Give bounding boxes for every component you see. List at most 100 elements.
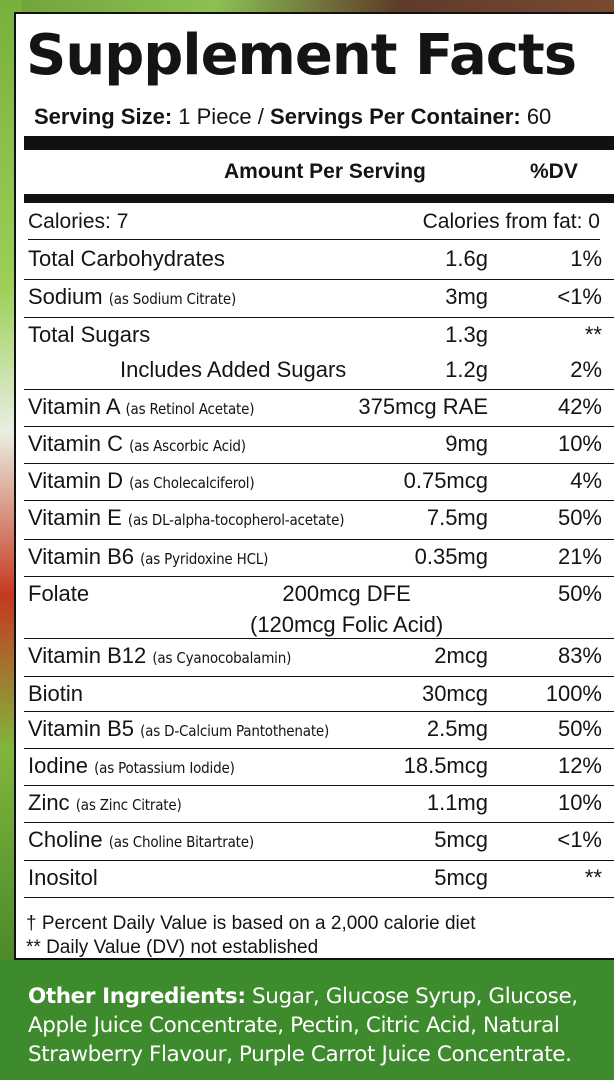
- nutrient-name: Total Sugars: [28, 318, 150, 352]
- nutrient-amount: 0.35mg: [415, 540, 488, 574]
- nutrient-label: Vitamin B12: [28, 643, 147, 668]
- nutrient-name: Sodium (as Sodium Citrate): [28, 280, 236, 316]
- nutrient-label: Iodine: [28, 753, 88, 778]
- nutrient-label: Total Carbohydrates: [28, 246, 225, 271]
- nutrient-amount: 1.6g: [445, 242, 488, 276]
- nutrient-row: Total Carbohydrates 1.6g 1%: [24, 242, 614, 280]
- divider-medium: [24, 194, 614, 203]
- nutrient-daily-value: <1%: [557, 827, 602, 852]
- servings-per-container-value: 60: [526, 104, 552, 129]
- nutrient-daily-value: 21%: [557, 544, 602, 569]
- nutrient-label: Includes Added Sugars: [120, 357, 347, 382]
- nutrient-name: Inositol: [28, 861, 98, 895]
- divider-thick: [24, 136, 614, 150]
- serving-size-label: Serving Size:: [34, 104, 173, 129]
- nutrient-label: Vitamin B5: [28, 716, 134, 741]
- nutrient-amount: 18.5mcg: [404, 749, 488, 783]
- nutrient-amount-value: 18.5mcg: [403, 753, 488, 778]
- nutrient-amount-value: 1.2g: [445, 357, 488, 382]
- nutrient-name: Vitamin B6 (as Pyridoxine HCL): [28, 540, 268, 576]
- nutrient-name: Vitamin B5 (as D-Calcium Pantothenate): [28, 712, 329, 748]
- nutrient-source: (as Ascorbic Acid): [129, 437, 246, 455]
- nutrient-row: Biotin 30mcg 100%: [24, 677, 614, 712]
- serving-size-value: 1 Piece: [178, 104, 252, 129]
- nutrient-amount-value: 375mcg RAE: [358, 394, 488, 419]
- nutrient-name: Vitamin B12 (as Cyanocobalamin): [28, 639, 291, 675]
- nutrient-row: Iodine (as Potassium Iodide) 18.5mcg 12%: [24, 749, 614, 786]
- nutrient-amount: 30mcg: [422, 677, 488, 711]
- calories-label: Calories: 7: [28, 210, 129, 233]
- nutrient-amount-value: 7.5mg: [426, 505, 488, 530]
- nutrient-daily-value: 100%: [545, 681, 602, 706]
- nutrient-amount: 9mg: [445, 427, 488, 461]
- nutrient-name: Iodine (as Potassium Iodide): [28, 749, 235, 785]
- nutrient-amount-value: 0.75mcg: [403, 468, 488, 493]
- nutrient-source: (as Sodium Citrate): [108, 290, 237, 308]
- nutrient-amount: 1.2g: [445, 353, 488, 387]
- footnotes: † Percent Daily Value is based on a 2,00…: [26, 912, 476, 960]
- nutrient-daily-value: <1%: [557, 284, 602, 309]
- nutrient-amount: 2mcg: [434, 639, 488, 673]
- nutrient-source: (as Potassium Iodide): [94, 759, 235, 777]
- nutrient-label: Vitamin B6: [28, 544, 134, 569]
- nutrient-amount-value: 0.35mg: [414, 544, 488, 569]
- nutrient-row: Vitamin D (as Cholecalciferol) 0.75mcg 4%: [24, 464, 614, 501]
- nutrient-row: Vitamin C (as Ascorbic Acid) 9mg 10%: [24, 427, 614, 464]
- nutrient-amount: 375mcg RAE: [358, 390, 488, 424]
- nutrient-row: Sodium (as Sodium Citrate) 3mg <1%: [24, 280, 614, 318]
- nutrient-row: Folate 200mcg DFE (120mcg Folic Acid) 50%: [24, 577, 614, 639]
- nutrient-name: Zinc (as Zinc Citrate): [28, 786, 182, 822]
- nutrient-source: (as DL-alpha-tocopherol-acetate): [127, 511, 345, 529]
- nutrient-amount-value: 200mcg DFE: [282, 581, 411, 606]
- nutrient-name: Vitamin D (as Cholecalciferol): [28, 464, 255, 500]
- nutrient-daily-value: 4%: [570, 468, 602, 493]
- daily-value-header: %DV: [530, 160, 578, 183]
- nutrient-daily-value: 50%: [557, 716, 602, 741]
- nutrient-daily-value: 12%: [557, 753, 602, 778]
- nutrient-daily-value: 50%: [557, 505, 602, 530]
- nutrient-amount-value: 2.5mg: [426, 716, 488, 741]
- nutrient-name: Biotin: [28, 677, 83, 711]
- nutrient-label: Choline: [28, 827, 103, 852]
- nutrient-daily-value: 10%: [557, 431, 602, 456]
- nutrient-label: Folate: [28, 581, 90, 606]
- nutrient-label: Total Sugars: [28, 322, 151, 347]
- nutrient-daily-value: 10%: [557, 790, 602, 815]
- nutrient-row: Includes Added Sugars 1.2g 2%: [24, 353, 614, 390]
- other-ingredients-text: Sugar, Glucose Syrup, Glucose, Apple Jui…: [28, 984, 578, 1067]
- nutrient-label: Vitamin A: [28, 394, 120, 419]
- nutrient-row: Vitamin E (as DL-alpha-tocopherol-acetat…: [24, 501, 614, 540]
- nutrient-row: Vitamin B5 (as D-Calcium Pantothenate) 2.…: [24, 712, 614, 749]
- nutrient-amount-value: 5mcg: [434, 865, 488, 890]
- nutrient-name: Vitamin E (as DL-alpha-tocopherol-acetat…: [28, 501, 344, 537]
- nutrient-row: Choline (as Choline Bitartrate) 5mcg <1%: [24, 823, 614, 861]
- nutrient-source: (as Pyridoxine HCL): [140, 550, 269, 568]
- nutrient-amount: 2.5mg: [427, 712, 488, 746]
- nutrient-table: Total Carbohydrates 1.6g 1% Sodium (as Sodi…: [24, 242, 614, 898]
- nutrient-amount-value: 9mg: [445, 431, 488, 456]
- nutrient-label: Zinc: [28, 790, 70, 815]
- nutrient-name: Choline (as Choline Bitartrate): [28, 823, 254, 859]
- calories-from-fat-label: Calories from fat: 0: [422, 210, 600, 233]
- nutrient-daily-value: 83%: [557, 643, 602, 668]
- nutrient-row: Inositol 5mcg **: [24, 861, 614, 898]
- nutrient-label: Sodium: [28, 284, 103, 309]
- nutrient-row: Total Sugars 1.3g **: [24, 318, 614, 353]
- calories-row: Calories: 7 Calories from fat: 0: [28, 207, 600, 240]
- nutrient-source: (as Choline Bitartrate): [108, 833, 254, 851]
- nutrient-label: Vitamin C: [28, 431, 123, 456]
- nutrient-amount: 200mcg DFE (120mcg Folic Acid): [250, 578, 443, 640]
- nutrient-amount: 5mcg: [434, 861, 488, 895]
- nutrient-daily-value: 42%: [557, 394, 602, 419]
- nutrient-amount-value: 2mcg: [434, 643, 488, 668]
- nutrient-label: Vitamin E: [28, 505, 122, 530]
- nutrient-daily-value: **: [584, 322, 602, 347]
- amount-per-serving-header: Amount Per Serving: [224, 160, 426, 183]
- nutrient-amount-value: 1.3g: [445, 322, 488, 347]
- servings-per-container-label: Servings Per Container:: [270, 104, 521, 129]
- nutrient-name: Folate: [28, 577, 89, 611]
- other-ingredients-label: Other Ingredients:: [28, 984, 246, 1009]
- nutrient-daily-value: 2%: [570, 357, 602, 382]
- nutrient-daily-value: **: [584, 865, 602, 890]
- nutrient-name: Vitamin C (as Ascorbic Acid): [28, 427, 246, 463]
